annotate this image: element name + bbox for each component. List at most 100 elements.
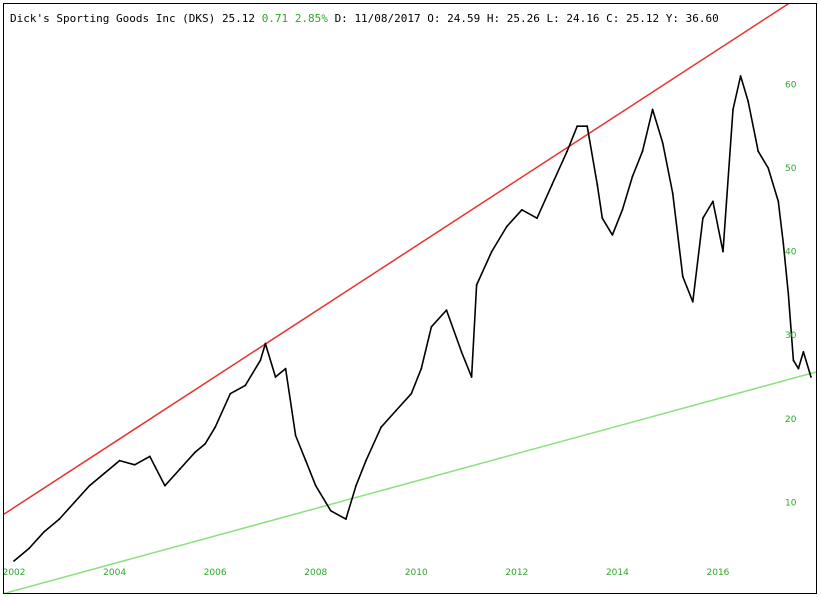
x-tick-label-2002: 2002 xyxy=(4,568,26,578)
price-point xyxy=(179,468,181,470)
support-trendline xyxy=(4,371,816,593)
price-point xyxy=(797,367,800,370)
price-point xyxy=(631,175,634,178)
price-point xyxy=(430,325,433,328)
price-point xyxy=(505,225,508,228)
x-tick-label-2004: 2004 xyxy=(103,568,126,578)
y-value: 36.60 xyxy=(685,12,719,25)
price-point xyxy=(304,459,307,462)
price-point xyxy=(739,75,742,77)
price-point xyxy=(163,484,166,487)
x-tick-label-2012: 2012 xyxy=(505,568,528,578)
y-label: Y: xyxy=(665,12,680,25)
price-point xyxy=(490,250,493,253)
price-point xyxy=(566,150,569,153)
x-tick-label-2008: 2008 xyxy=(304,568,327,578)
price-point xyxy=(671,192,674,194)
price-point xyxy=(701,217,704,220)
y-tick-label-10: 10 xyxy=(785,498,797,508)
price-point xyxy=(395,409,398,412)
price-point xyxy=(551,183,553,186)
price-point xyxy=(520,208,523,211)
y-tick-label-30: 30 xyxy=(785,331,797,341)
price-point xyxy=(284,367,287,370)
price-point xyxy=(802,351,805,353)
price-point xyxy=(43,530,46,533)
resistance-trendline xyxy=(4,4,790,515)
price-point xyxy=(576,125,579,128)
x-tick-label-2014: 2014 xyxy=(606,568,629,578)
price-point xyxy=(757,150,760,153)
price-point xyxy=(732,108,734,111)
price-point xyxy=(103,472,106,475)
price-change-percent: 2.85% xyxy=(294,12,328,25)
price-point xyxy=(264,342,267,345)
price-point xyxy=(611,233,614,236)
price-point xyxy=(586,125,589,128)
close-value: 25.12 xyxy=(626,12,660,25)
price-point xyxy=(536,217,538,220)
date-value: 11/08/2017 xyxy=(354,12,421,25)
price-point xyxy=(133,463,136,466)
x-tick-label-2006: 2006 xyxy=(204,568,227,578)
ticker-title: Dick's Sporting Goods Inc (DKS) xyxy=(10,12,216,25)
price-point xyxy=(314,484,317,487)
price-point xyxy=(596,183,599,186)
price-point xyxy=(420,367,423,370)
y-tick-label-40: 40 xyxy=(785,248,797,258)
price-point xyxy=(329,509,332,512)
close-label: C: xyxy=(606,12,620,25)
price-point xyxy=(641,150,644,153)
open-label: O: xyxy=(427,12,441,25)
last-price: 25.12 xyxy=(221,12,256,25)
high-label: H: xyxy=(486,12,501,25)
price-change: 0.71 xyxy=(261,12,289,25)
price-point xyxy=(214,426,217,429)
price-point xyxy=(148,455,151,458)
y-tick-label-20: 20 xyxy=(785,415,797,425)
price-point xyxy=(712,200,714,203)
price-point xyxy=(244,384,247,387)
x-tick-label-2010: 2010 xyxy=(405,568,428,578)
price-point xyxy=(460,351,463,353)
price-point xyxy=(28,547,31,550)
price-point xyxy=(810,376,812,378)
price-point xyxy=(194,451,196,454)
price-point xyxy=(13,560,15,562)
price-point xyxy=(621,208,624,211)
price-point xyxy=(651,108,654,111)
open-value: 24.59 xyxy=(447,12,481,25)
price-point xyxy=(380,426,382,429)
price-point xyxy=(410,392,413,395)
price-point xyxy=(722,250,724,253)
price-point xyxy=(661,142,664,144)
price-chart[interactable]: 2002 2004 2006 2008 2010 2012 2014 2016 10 20 30 40… xyxy=(4,4,816,593)
price-point xyxy=(118,459,121,462)
price-point xyxy=(792,359,795,362)
price-point xyxy=(73,501,76,504)
price-point xyxy=(445,309,448,312)
price-point xyxy=(777,200,780,203)
date-label: D: xyxy=(334,12,348,25)
price-point xyxy=(259,359,262,362)
price-point xyxy=(782,242,785,245)
price-point xyxy=(344,518,347,521)
low-value: 24.16 xyxy=(566,12,600,25)
price-point xyxy=(355,484,357,487)
chart-frame: Dick's Sporting Goods Inc (DKS) 25.12 0.… xyxy=(3,3,817,594)
price-point xyxy=(475,284,478,286)
low-label: L: xyxy=(546,12,560,25)
price-point xyxy=(601,217,604,220)
y-tick-label-60: 60 xyxy=(785,80,797,90)
price-point xyxy=(681,275,684,278)
price-point xyxy=(204,442,207,445)
x-tick-label-2016: 2016 xyxy=(707,568,730,578)
price-point xyxy=(470,376,473,378)
y-tick-label-50: 50 xyxy=(785,164,797,174)
price-point xyxy=(787,292,790,295)
price-point xyxy=(274,376,277,378)
price-point xyxy=(58,518,61,521)
price-point xyxy=(294,434,297,437)
price-point xyxy=(747,100,750,103)
price-point xyxy=(691,300,694,303)
